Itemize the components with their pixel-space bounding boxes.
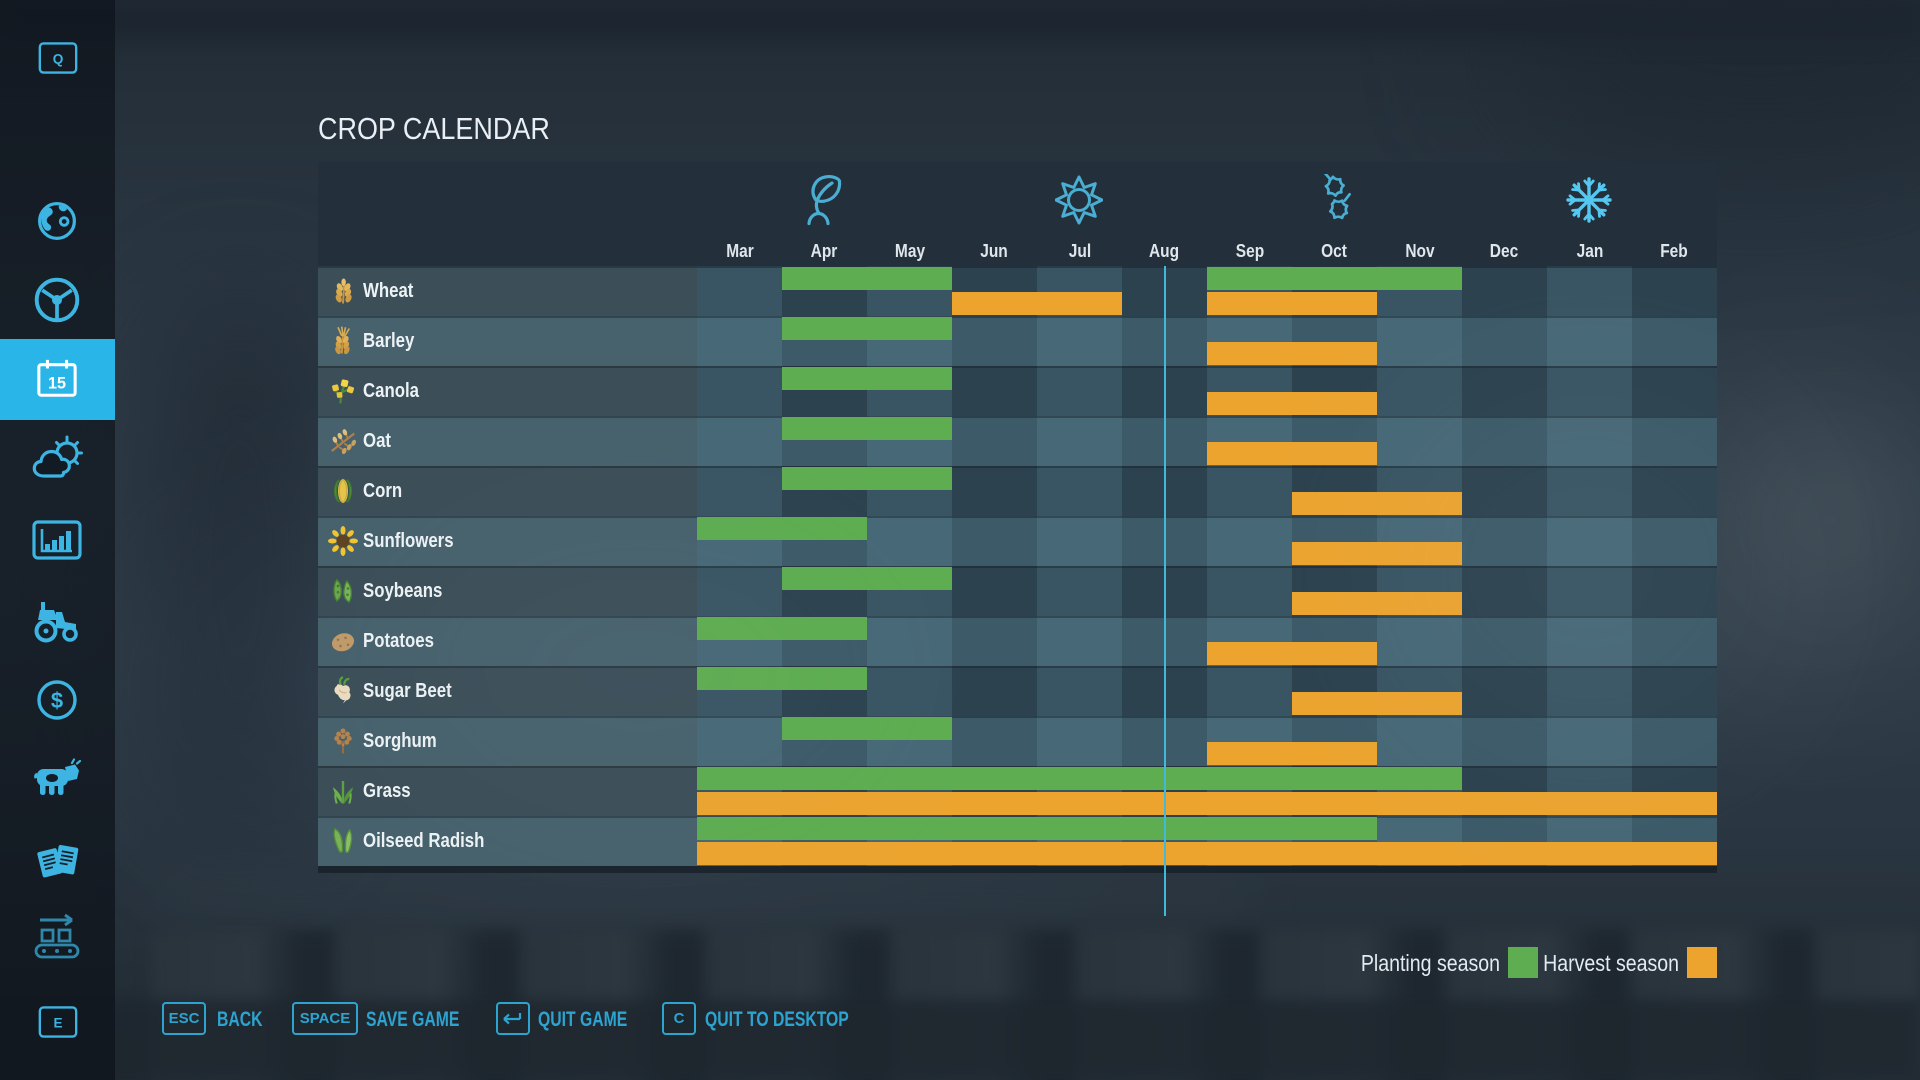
svg-text:15: 15 — [48, 375, 66, 393]
svg-text:E: E — [53, 1015, 62, 1030]
svg-text:Q: Q — [53, 51, 64, 66]
svg-text:$: $ — [51, 688, 63, 713]
